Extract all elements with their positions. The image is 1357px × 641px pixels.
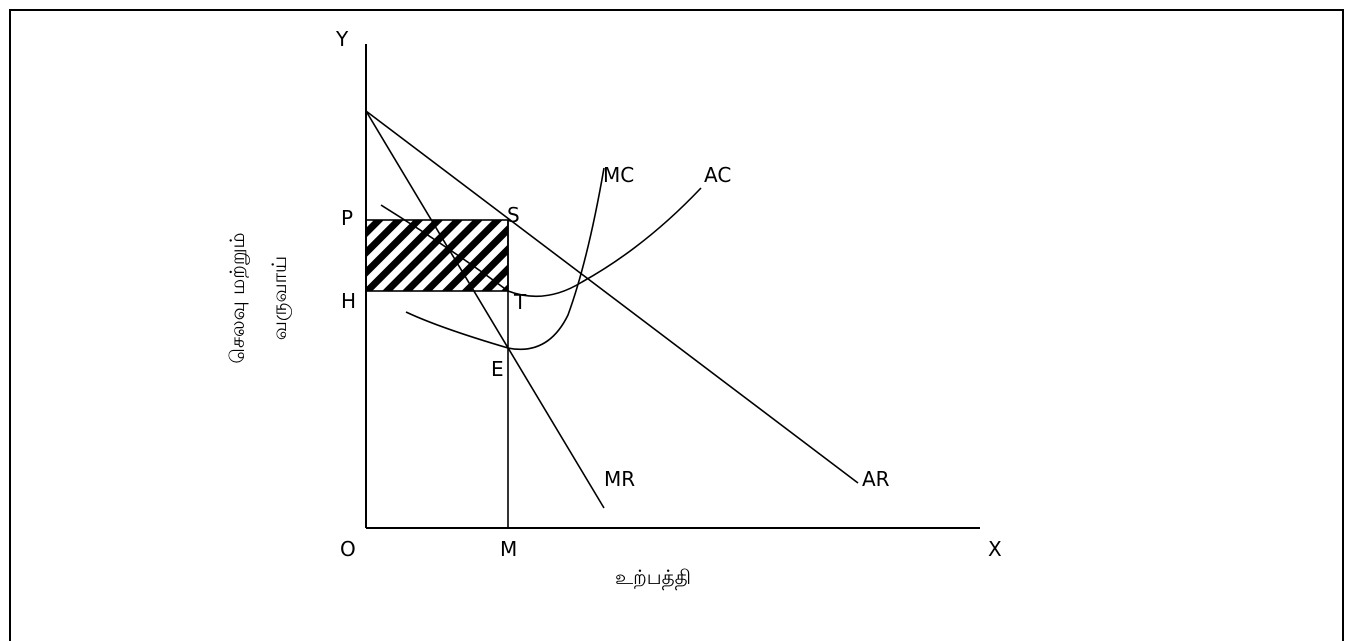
point-label-e: E	[491, 357, 504, 381]
point-label-h: H	[341, 289, 356, 313]
mr-curve	[365, 110, 605, 509]
point-label-p: P	[341, 206, 353, 230]
point-label-t: T	[513, 290, 527, 314]
curve-label-ar: AR	[862, 467, 890, 491]
point-label-s: S	[507, 203, 520, 227]
y-axis-title-line2: வருவாய்	[267, 256, 292, 340]
ac-curve	[380, 187, 702, 298]
curve-label-mr: MR	[604, 467, 635, 491]
origin-label: O	[340, 537, 356, 561]
curve-label-ac: AC	[704, 163, 731, 187]
mc-curve	[405, 167, 605, 350]
point-label-m: M	[500, 537, 517, 561]
curve-label-mc: MC	[603, 163, 634, 187]
diagram-frame	[9, 9, 1344, 641]
y-axis-letter: Y	[335, 27, 349, 51]
x-axis-title: உற்பத்தி	[615, 565, 691, 590]
ar-curve	[365, 110, 859, 484]
x-axis-letter: X	[988, 537, 1002, 561]
y-axis-title-line1: செலவு மற்றும்	[225, 232, 250, 363]
